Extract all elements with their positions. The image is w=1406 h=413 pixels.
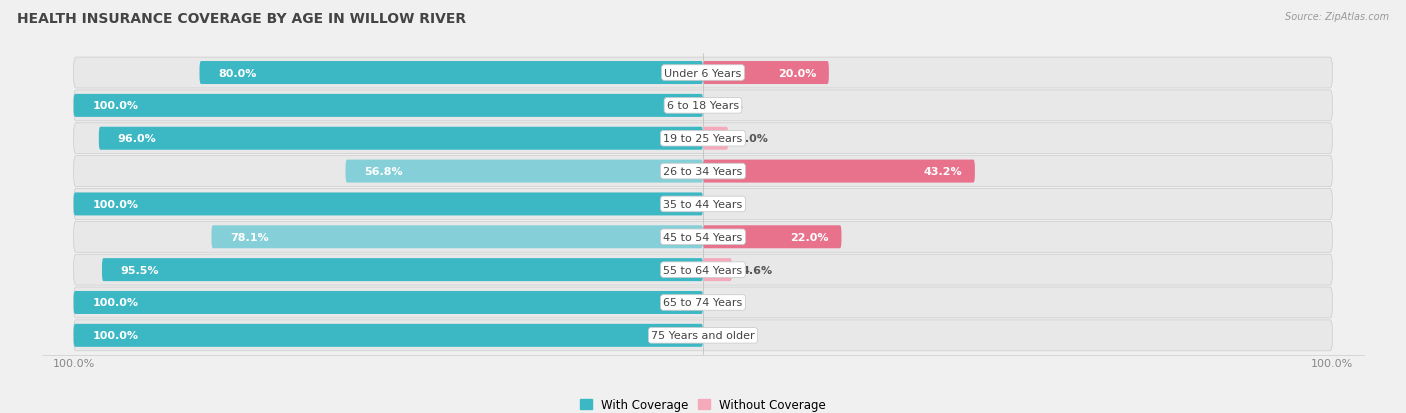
Legend: With Coverage, Without Coverage: With Coverage, Without Coverage [575,393,831,413]
Text: 96.0%: 96.0% [118,134,156,144]
FancyBboxPatch shape [73,91,1333,121]
FancyBboxPatch shape [98,128,703,150]
FancyBboxPatch shape [73,123,1333,154]
FancyBboxPatch shape [73,324,703,347]
Text: Under 6 Years: Under 6 Years [665,69,741,78]
FancyBboxPatch shape [73,320,1333,351]
Text: 6 to 18 Years: 6 to 18 Years [666,101,740,111]
Text: 19 to 25 Years: 19 to 25 Years [664,134,742,144]
FancyBboxPatch shape [73,95,703,118]
Text: 45 to 54 Years: 45 to 54 Years [664,232,742,242]
Text: 100.0%: 100.0% [93,330,139,340]
Text: 0.0%: 0.0% [713,101,742,111]
Text: 75 Years and older: 75 Years and older [651,330,755,340]
Text: 0.0%: 0.0% [713,330,742,340]
FancyBboxPatch shape [200,62,703,85]
Text: 78.1%: 78.1% [231,232,269,242]
FancyBboxPatch shape [703,160,974,183]
Text: 0.0%: 0.0% [713,199,742,209]
Text: 20.0%: 20.0% [778,69,817,78]
FancyBboxPatch shape [73,189,1333,220]
Text: 80.0%: 80.0% [218,69,257,78]
Text: 4.6%: 4.6% [741,265,772,275]
Text: 26 to 34 Years: 26 to 34 Years [664,167,742,177]
Text: 100.0%: 100.0% [93,199,139,209]
Text: 22.0%: 22.0% [790,232,830,242]
FancyBboxPatch shape [703,128,728,150]
Text: 0.0%: 0.0% [713,298,742,308]
FancyBboxPatch shape [73,58,1333,89]
Text: 43.2%: 43.2% [924,167,962,177]
Text: 4.0%: 4.0% [738,134,769,144]
FancyBboxPatch shape [73,222,1333,253]
FancyBboxPatch shape [73,156,1333,187]
FancyBboxPatch shape [73,287,1333,318]
FancyBboxPatch shape [703,259,733,281]
FancyBboxPatch shape [73,254,1333,285]
Text: 35 to 44 Years: 35 to 44 Years [664,199,742,209]
FancyBboxPatch shape [703,226,841,249]
Text: 56.8%: 56.8% [364,167,404,177]
Text: HEALTH INSURANCE COVERAGE BY AGE IN WILLOW RIVER: HEALTH INSURANCE COVERAGE BY AGE IN WILL… [17,12,465,26]
FancyBboxPatch shape [73,193,703,216]
Text: 95.5%: 95.5% [121,265,159,275]
FancyBboxPatch shape [211,226,703,249]
Text: 65 to 74 Years: 65 to 74 Years [664,298,742,308]
FancyBboxPatch shape [103,259,703,281]
Text: 55 to 64 Years: 55 to 64 Years [664,265,742,275]
Text: Source: ZipAtlas.com: Source: ZipAtlas.com [1285,12,1389,22]
FancyBboxPatch shape [73,291,703,314]
Text: 100.0%: 100.0% [93,298,139,308]
Text: 100.0%: 100.0% [93,101,139,111]
FancyBboxPatch shape [346,160,703,183]
FancyBboxPatch shape [703,62,830,85]
